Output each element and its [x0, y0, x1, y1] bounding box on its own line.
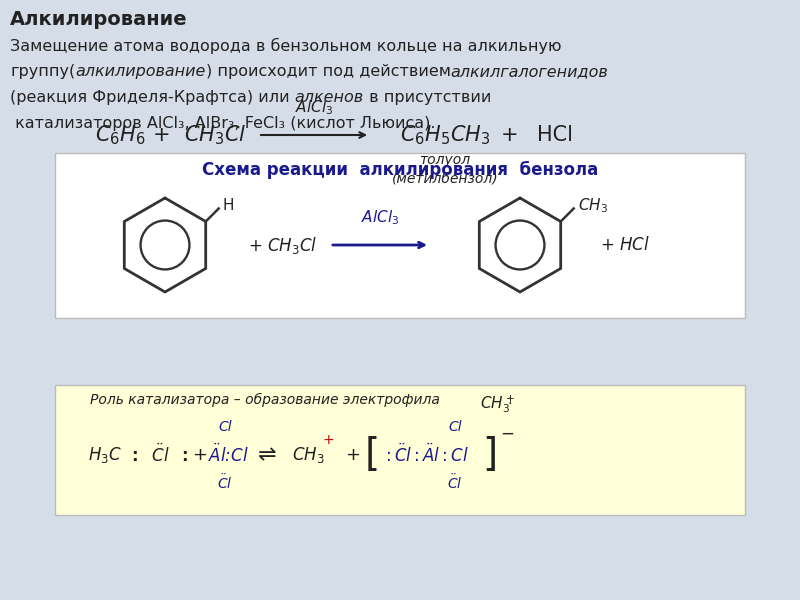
Text: $AlCl_3$: $AlCl_3$ — [295, 98, 333, 117]
Text: $CH_3$: $CH_3$ — [292, 445, 325, 465]
Text: $C_6H_6$: $C_6H_6$ — [94, 123, 146, 147]
Text: −: − — [500, 425, 514, 443]
Text: $: \ddot{C}l:\ddot{A}l:Cl$: $: \ddot{C}l:\ddot{A}l:Cl$ — [382, 444, 469, 466]
Text: H: H — [222, 198, 234, 213]
Text: $AlCl_3$: $AlCl_3$ — [361, 208, 399, 227]
Text: +: + — [192, 446, 207, 464]
Text: алкенов: алкенов — [294, 90, 364, 105]
Text: $C_6H_5CH_3$: $C_6H_5CH_3$ — [400, 123, 490, 147]
Text: $\ddot{C}l$: $\ddot{C}l$ — [447, 473, 462, 493]
Text: $\mathbf{:}$  $\ddot{C}l$  $\mathbf{:}$: $\mathbf{:}$ $\ddot{C}l$ $\mathbf{:}$ — [128, 444, 189, 466]
Text: ⇌: ⇌ — [258, 445, 277, 465]
Text: +: + — [501, 125, 519, 145]
Text: [: [ — [365, 436, 380, 474]
Text: +: + — [345, 446, 360, 464]
Text: (метилбензол): (метилбензол) — [392, 171, 498, 185]
Text: (реакция Фриделя-Крафтса) или: (реакция Фриделя-Крафтса) или — [10, 90, 294, 105]
Text: +: + — [153, 125, 171, 145]
Text: $CH_3^+$: $CH_3^+$ — [480, 393, 515, 415]
Text: ) происходит под действием: ) происходит под действием — [206, 64, 450, 79]
Text: Роль катализатора – образование электрофила: Роль катализатора – образование электроф… — [90, 393, 449, 407]
Text: в присутствии: в присутствии — [364, 90, 491, 105]
Text: +: + — [322, 433, 334, 447]
FancyBboxPatch shape — [55, 153, 745, 318]
Text: $H_3C$: $H_3C$ — [88, 445, 122, 465]
Text: Схема реакции  алкилирования  бензола: Схема реакции алкилирования бензола — [202, 161, 598, 179]
Text: катализаторов AlCl₃, AlBr₃, FeCl₃ (кислот Льюиса).: катализаторов AlCl₃, AlBr₃, FeCl₃ (кисло… — [10, 116, 435, 131]
Text: $+ \ HCl$: $+ \ HCl$ — [600, 236, 650, 254]
Text: Cl: Cl — [448, 420, 462, 434]
Text: алкилгалогенидов: алкилгалогенидов — [450, 64, 608, 79]
FancyBboxPatch shape — [55, 385, 745, 515]
Text: $\ddot{C}l$: $\ddot{C}l$ — [218, 473, 233, 493]
Text: Алкилирование: Алкилирование — [10, 10, 188, 29]
Text: :: : — [507, 393, 512, 407]
Text: алкилирование: алкилирование — [75, 64, 206, 79]
Text: HCl: HCl — [537, 125, 573, 145]
Text: ]: ] — [482, 436, 498, 474]
Text: $\ddot{A}l$:Cl: $\ddot{A}l$:Cl — [208, 444, 249, 466]
Text: $+ \ CH_3Cl$: $+ \ CH_3Cl$ — [248, 235, 318, 256]
Text: Замещение атома водорода в бензольном кольце на алкильную: Замещение атома водорода в бензольном ко… — [10, 38, 562, 54]
Text: толуол: толуол — [419, 153, 470, 167]
Text: Cl: Cl — [218, 420, 232, 434]
Text: группу(: группу( — [10, 64, 75, 79]
Text: $CH_3$: $CH_3$ — [578, 196, 608, 215]
Text: $CH_3Cl$: $CH_3Cl$ — [184, 123, 246, 147]
